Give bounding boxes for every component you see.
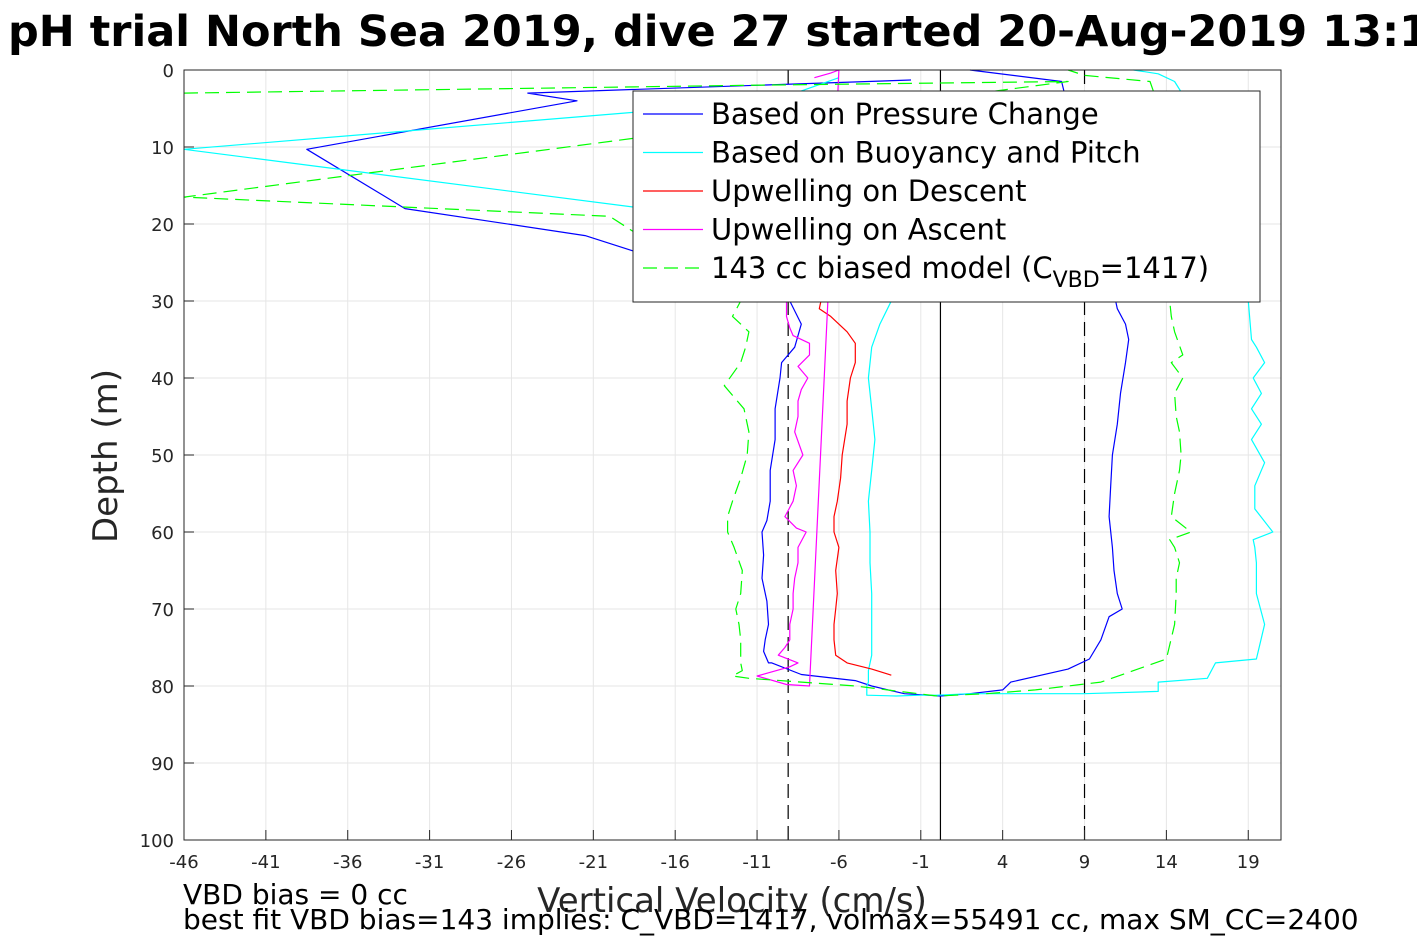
x-tick-label: -46 [169,852,198,873]
legend-label: Upwelling on Descent [711,174,1027,208]
y-axis-label: Depth (m) [86,369,126,543]
y-tick-label: 100 [140,831,174,852]
x-tick-label: -6 [830,852,848,873]
series-layer [183,69,1274,697]
x-tick-label: 9 [1079,852,1090,873]
y-tick-label: 80 [151,677,174,698]
x-tick-label: -1 [912,852,930,873]
legend-box [632,90,1261,303]
x-tick-label: -11 [742,852,771,873]
x-tick-label: 4 [997,852,1008,873]
y-tick-label: 20 [151,215,174,236]
series-line-3 [756,69,840,687]
y-tick-label: 90 [151,754,174,775]
y-ticks: 0 10 20 30 40 50 60 70 80 90 100 [140,61,194,852]
footer-vbd-bias: VBD bias = 0 cc [183,878,408,911]
y-tick-label: 30 [151,292,174,313]
legend-label: Upwelling on Ascent [711,213,1006,247]
legend-label: Based on Pressure Change [711,97,1099,131]
footer-best-fit: best fit VBD bias=143 implies: C_VBD=141… [183,903,1359,936]
x-tick-label: -36 [333,852,362,873]
legend: Based on Pressure Change Based on Buoyanc… [632,90,1261,303]
y-tick-label: 60 [151,523,174,544]
x-tick-label: -21 [579,852,608,873]
y-tick-label: 50 [151,446,174,467]
x-axis-label: Vertical Velocity (cm/s) [537,881,927,921]
x-tick-label: 14 [1155,852,1178,873]
x-tick-label: -16 [660,852,689,873]
legend-label: 143 cc biased model (CVBD=1417) [711,251,1209,293]
x-tick-label: -31 [415,852,444,873]
x-tick-label: -41 [251,852,280,873]
series-line-2 [818,293,892,676]
y-tick-label: 0 [163,61,174,82]
series-line-1 [183,69,1274,697]
series-line-0 [306,69,1130,697]
y-tick-label: 70 [151,600,174,621]
x-tick-label: 19 [1237,852,1260,873]
x-ticks: -46 -41 -36 -31 -26 -21 -16 -11 -6 -1 4 9 14 19 [169,830,1260,873]
legend-label: Based on Buoyancy and Pitch [711,136,1141,170]
y-tick-label: 10 [151,138,174,159]
x-tick-label: -26 [497,852,526,873]
y-tick-label: 40 [151,369,174,390]
chart-title: pH trial North Sea 2019, dive 27 started… [8,7,1417,57]
